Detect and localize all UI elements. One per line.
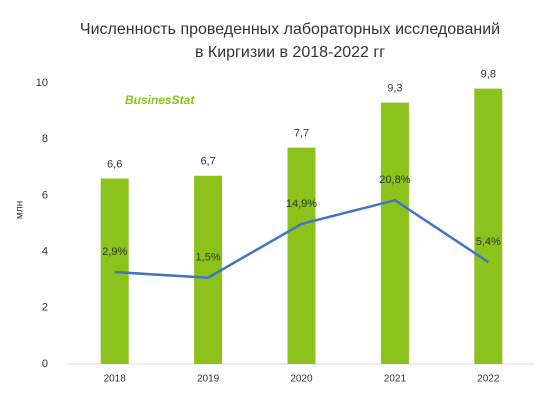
- data-label: 9,3: [387, 83, 402, 95]
- x-tick-label: 2019: [197, 374, 220, 385]
- y-tick-label: 10: [36, 77, 48, 89]
- data-label: 5,4%: [476, 236, 501, 248]
- data-label: 7,7: [294, 128, 309, 140]
- bar: [474, 88, 503, 365]
- bar: [380, 102, 409, 365]
- bar: [194, 175, 223, 364]
- data-label: 1,5%: [196, 252, 221, 264]
- x-tick-label: 2022: [477, 374, 500, 385]
- y-tick-label: 6: [42, 189, 48, 201]
- x-tick-label: 2018: [104, 374, 127, 385]
- data-label: 20,8%: [379, 174, 410, 186]
- watermark: BusinesStat: [125, 93, 195, 107]
- bar: [100, 178, 129, 364]
- line: [114, 198, 489, 279]
- x-tick-label: 2020: [290, 374, 313, 385]
- chart-title: в Киргизии в 2018-2022 гг: [195, 44, 385, 61]
- data-label: 6,6: [107, 158, 122, 170]
- y-tick-label: 4: [42, 246, 48, 258]
- y-axis-label: млн: [15, 201, 26, 219]
- data-label: 9,8: [481, 69, 496, 81]
- y-tick-label: 0: [42, 358, 48, 370]
- y-tick-label: 8: [42, 133, 48, 145]
- bar: [287, 147, 316, 364]
- x-tick-label: 2021: [384, 374, 407, 385]
- data-label: 2,9%: [102, 246, 127, 258]
- chart-title: Численность проведенных лабораторных исс…: [80, 21, 500, 38]
- data-label: 6,7: [200, 156, 215, 168]
- data-label: 14,9%: [286, 198, 317, 210]
- y-tick-label: 2: [42, 302, 48, 314]
